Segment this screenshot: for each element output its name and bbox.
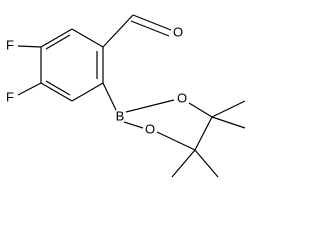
bond	[188, 102, 213, 118]
atom-label: F	[6, 37, 14, 52]
bond	[102, 14, 134, 48]
bond	[71, 28, 104, 48]
bond	[171, 149, 196, 178]
bond	[211, 116, 246, 129]
atom-label: O	[177, 90, 187, 105]
bond	[17, 45, 42, 48]
bond	[40, 28, 73, 48]
bonds	[17, 14, 246, 178]
bond	[71, 82, 104, 102]
bond	[17, 82, 42, 96]
bond	[45, 80, 71, 96]
bond	[130, 20, 170, 37]
atom-label: B	[116, 108, 125, 123]
bond	[132, 14, 172, 31]
bond	[194, 149, 219, 178]
bond	[211, 100, 246, 118]
bond	[102, 82, 117, 111]
bond	[194, 116, 213, 151]
bond	[123, 121, 144, 129]
atom-label: O	[145, 121, 155, 136]
atom-label: O	[173, 24, 183, 39]
molecule: F F O B O O	[6, 14, 246, 178]
bond	[40, 82, 73, 102]
bond	[45, 34, 71, 50]
atom-label: F	[6, 89, 14, 104]
bond	[156, 131, 196, 151]
bond	[125, 99, 175, 113]
